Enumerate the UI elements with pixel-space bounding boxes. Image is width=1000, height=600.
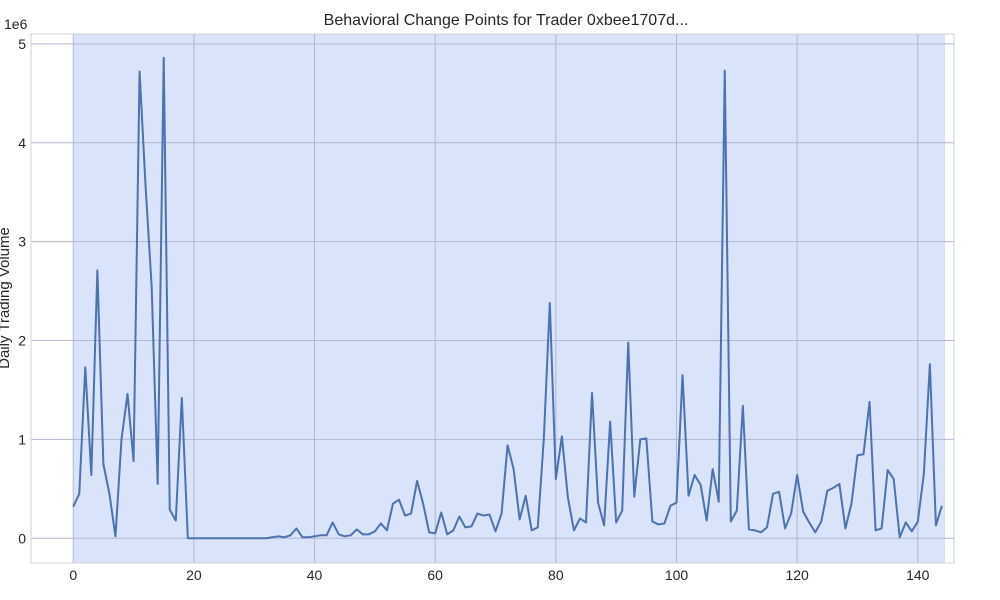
- x-tick-label-5: 100: [665, 567, 689, 583]
- x-tick-label-3: 60: [427, 567, 443, 583]
- y-axis-label: Daily Trading Volume: [0, 227, 13, 369]
- y-tick-labels: 0 1 2 3 4 5: [18, 36, 26, 546]
- chart-title: Behavioral Change Points for Trader 0xbe…: [324, 12, 689, 29]
- y-tick-label-2: 2: [18, 333, 26, 349]
- highlight-regions: [73, 34, 945, 563]
- plot-frame: [30, 33, 955, 564]
- x-tick-label-1: 20: [186, 567, 202, 583]
- y-tick-label-1: 1: [18, 431, 26, 447]
- series-line-0: [72, 56, 943, 540]
- y-multiplier-label: 1e6: [4, 16, 28, 32]
- y-tick-label-3: 3: [18, 234, 26, 250]
- x-tick-label-0: 0: [69, 567, 77, 583]
- y-tick-label-5: 5: [18, 36, 26, 52]
- y-tick-label-4: 4: [18, 135, 26, 151]
- grid: [31, 34, 954, 563]
- series-group: [72, 56, 943, 540]
- x-tick-label-7: 140: [906, 567, 930, 583]
- y-tick-label-0: 0: [18, 530, 26, 546]
- x-tick-labels: 0 20 40 60 80 100 120 140: [69, 567, 929, 583]
- x-tick-label-6: 120: [785, 567, 809, 583]
- highlight-region-0: [73, 34, 945, 563]
- x-tick-label-2: 40: [307, 567, 323, 583]
- x-tick-label-4: 80: [548, 567, 564, 583]
